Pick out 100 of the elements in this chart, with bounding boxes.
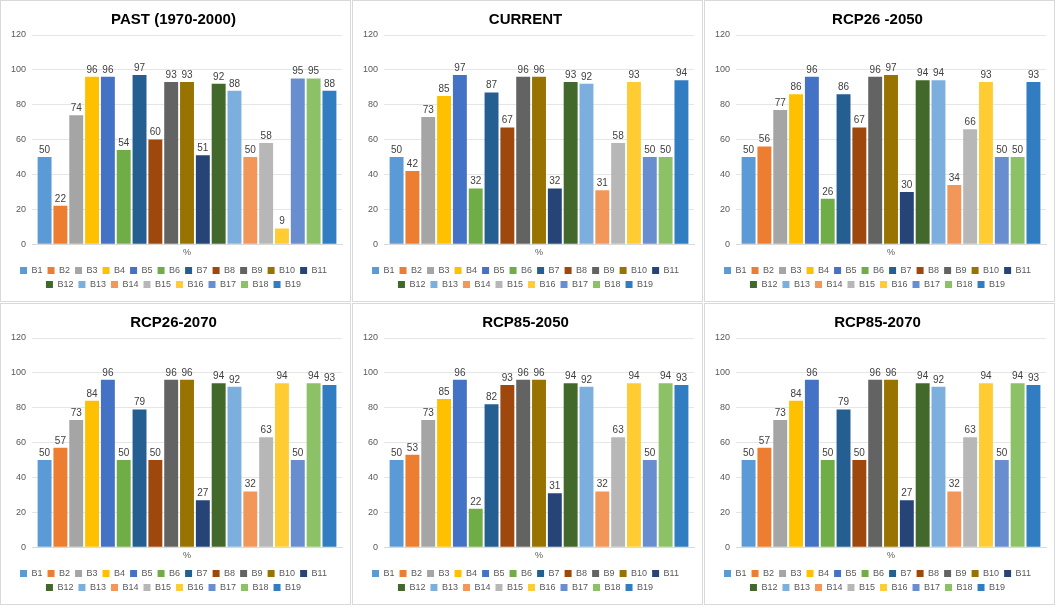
data-label: 92: [213, 70, 225, 82]
data-label: 95: [308, 65, 320, 77]
bar: [674, 385, 689, 547]
bar: [452, 379, 467, 547]
bar: [259, 143, 274, 244]
data-label: 93: [565, 68, 577, 80]
bar: [306, 78, 321, 244]
legend-label: B14: [474, 278, 491, 289]
bar: [1026, 385, 1041, 547]
y-tick-label: 40: [368, 471, 379, 482]
data-label: 94: [675, 67, 688, 79]
bar: [437, 399, 452, 547]
data-label: 32: [596, 478, 609, 490]
bar: [148, 460, 163, 547]
data-label: 27: [901, 486, 913, 498]
data-label: 50: [822, 446, 834, 458]
bar: [53, 447, 68, 547]
bar: [789, 94, 804, 244]
x-tick-label: %: [887, 550, 896, 561]
bar: [69, 419, 84, 547]
legend-label: B14: [122, 278, 139, 289]
legend-label: B6: [521, 567, 533, 578]
chart-title: PAST (1970-2000): [111, 10, 236, 28]
data-label: 94: [660, 370, 672, 382]
data-label: 85: [438, 82, 451, 94]
legend-label: B9: [251, 264, 263, 275]
y-tick-label: 80: [16, 99, 27, 110]
legend-label: B8: [224, 567, 236, 578]
y-tick-label: 0: [373, 541, 379, 552]
legend-label: B1: [31, 567, 43, 578]
data-label: 51: [197, 142, 209, 154]
data-label: 73: [422, 406, 435, 418]
data-label: 95: [292, 65, 304, 77]
bar: [789, 400, 804, 547]
data-label: 50: [292, 446, 304, 458]
legend-label: B19: [989, 581, 1006, 592]
bar: [148, 139, 163, 244]
data-label: 77: [774, 96, 787, 108]
data-label: 96: [102, 63, 114, 75]
legend-label: B14: [826, 581, 843, 592]
bar: [405, 454, 420, 547]
legend-label: B5: [493, 264, 505, 275]
y-tick-label: 80: [368, 402, 379, 413]
legend-label: B15: [858, 278, 875, 289]
legend-label: B9: [955, 264, 967, 275]
data-label: 42: [406, 157, 419, 169]
bar: [500, 127, 515, 244]
data-label: 31: [549, 479, 561, 491]
legend-label: B10: [631, 567, 648, 578]
data-label: 96: [517, 63, 530, 75]
bar: [532, 379, 546, 547]
data-label: 94: [917, 67, 929, 79]
bar: [994, 157, 1009, 244]
data-label: 60: [149, 126, 162, 138]
legend-label: B4: [466, 567, 478, 578]
bar: [259, 437, 274, 547]
legend-label: B3: [790, 567, 802, 578]
bar: [100, 379, 115, 547]
data-label: 96: [517, 366, 530, 378]
data-label: 94: [276, 370, 288, 382]
legend-label: B10: [279, 567, 296, 578]
bar: [963, 437, 978, 547]
legend-label: B5: [845, 567, 857, 578]
bar: [532, 76, 546, 244]
data-label: 32: [948, 478, 961, 490]
data-label: 93: [323, 371, 336, 383]
legend-label: B13: [89, 581, 106, 592]
legend-label: B19: [637, 581, 654, 592]
data-label: 79: [837, 396, 850, 408]
data-label: 94: [932, 67, 945, 79]
data-label: 73: [774, 406, 787, 418]
data-label: 93: [181, 68, 194, 80]
chart-title: CURRENT: [488, 10, 563, 28]
legend-label: B5: [845, 264, 857, 275]
bar: [658, 157, 673, 244]
legend-label: B9: [251, 567, 263, 578]
data-label: 86: [790, 81, 803, 93]
legend-label: B5: [141, 264, 153, 275]
data-label: 50: [391, 446, 403, 458]
bar: [820, 460, 835, 547]
legend-label: B17: [220, 278, 237, 289]
bar: [243, 157, 258, 244]
data-label: 63: [964, 424, 977, 436]
legend-label: B18: [604, 581, 621, 592]
legend-label: B15: [858, 581, 875, 592]
legend-label: B15: [506, 278, 523, 289]
data-label: 79: [133, 396, 146, 408]
bar: [915, 80, 930, 244]
bar: [306, 383, 321, 547]
data-label: 94: [917, 370, 929, 382]
bar: [1026, 82, 1041, 244]
bar: [884, 379, 898, 547]
legend-label: B16: [891, 581, 908, 592]
bar: [227, 386, 242, 547]
bar: [820, 198, 835, 244]
legend-label: B13: [441, 278, 458, 289]
data-label: 66: [964, 115, 977, 127]
legend-label: B16: [891, 278, 908, 289]
bar: [547, 188, 562, 244]
legend-label: B17: [924, 278, 941, 289]
